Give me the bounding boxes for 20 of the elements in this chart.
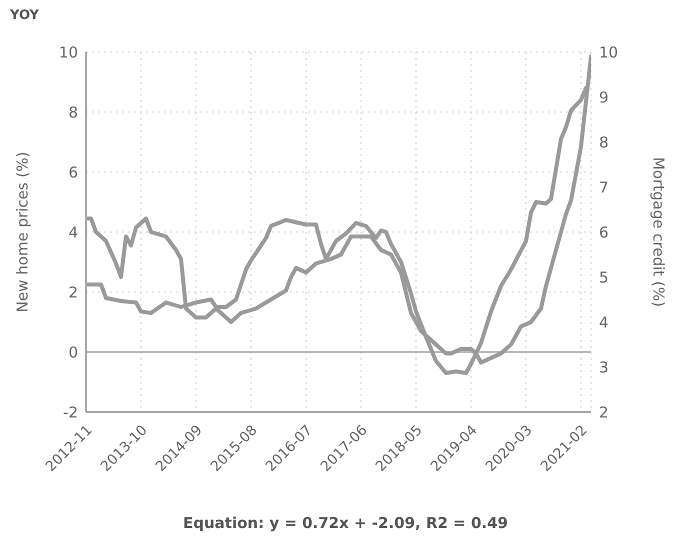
y-tick-label: 0 — [68, 343, 78, 362]
y2-tick-label: 5 — [599, 268, 609, 286]
y2-tick-label: 8 — [599, 133, 609, 152]
y2-tick-label: 7 — [599, 178, 609, 196]
y-axis-title: New home prices (%) — [13, 152, 32, 312]
y-tick-label: 10 — [58, 43, 78, 62]
y2-tick-label: 9 — [599, 88, 609, 106]
y2-tick-label: 2 — [599, 403, 609, 422]
y-tick-label: 2 — [68, 283, 78, 302]
y-tick-label: -2 — [63, 403, 78, 422]
y-tick-label: 6 — [68, 163, 78, 182]
y-tick-label: 8 — [68, 103, 78, 122]
chart-title: YOY — [10, 8, 40, 23]
y2-axis-title: Mortgage credit (%) — [650, 156, 668, 308]
y2-tick-label: 10 — [599, 43, 618, 62]
y2-tick-label: 4 — [599, 313, 609, 332]
y-tick-label: 4 — [68, 223, 78, 242]
y2-tick-label: 3 — [599, 358, 609, 376]
text: Equation: y = 0.72x + -2.09, R2 = 0.49 — [182, 514, 509, 532]
y2-tick-label: 6 — [599, 223, 609, 242]
